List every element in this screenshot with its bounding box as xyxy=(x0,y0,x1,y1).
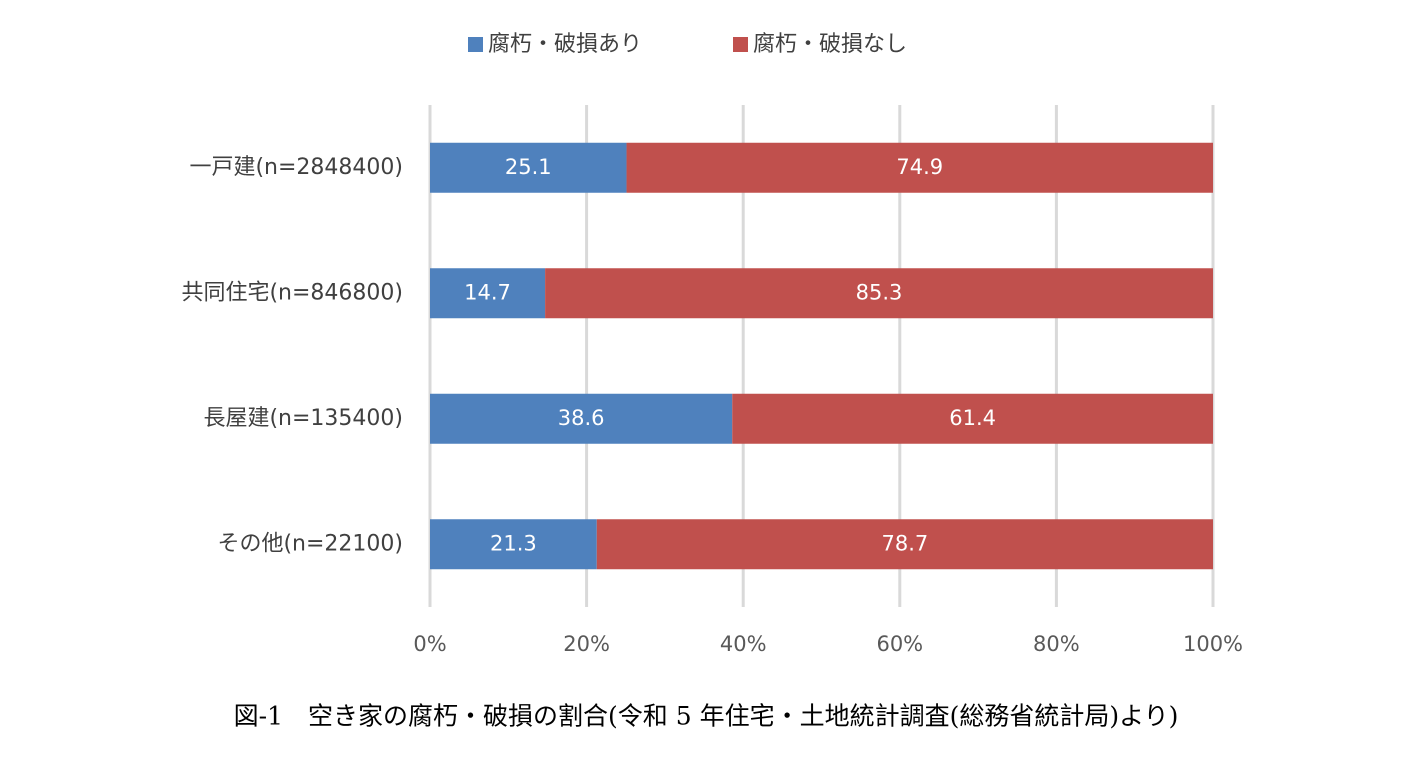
x-tick-label: 0% xyxy=(413,632,446,656)
y-tick-label: 共同住宅(n=846800) xyxy=(181,280,403,305)
x-tick-label: 20% xyxy=(563,632,610,656)
data-label: 74.9 xyxy=(896,155,943,179)
data-label: 78.7 xyxy=(882,531,929,555)
data-label: 25.1 xyxy=(505,155,552,179)
data-label: 38.6 xyxy=(558,406,605,430)
bar-segment xyxy=(430,268,546,319)
bar-segment xyxy=(545,268,1213,319)
y-tick-label: 一戸建(n=2848400) xyxy=(189,155,403,180)
bar-segment xyxy=(430,142,627,193)
data-label: 21.3 xyxy=(490,531,537,555)
legend-label: 腐朽・破損あり xyxy=(488,32,642,57)
data-label: 61.4 xyxy=(949,406,996,430)
data-label: 85.3 xyxy=(856,280,903,304)
bar-segment xyxy=(430,519,597,570)
y-tick-label: 長屋建(n=135400) xyxy=(203,406,403,431)
legend-label: 腐朽・破損なし xyxy=(753,32,907,57)
bar-segment xyxy=(596,519,1213,570)
x-tick-label: 40% xyxy=(720,632,767,656)
x-tick-label: 60% xyxy=(876,632,923,656)
legend-swatch xyxy=(468,37,483,52)
y-tick-label: その他(n=22100) xyxy=(217,531,403,556)
x-tick-label: 80% xyxy=(1033,632,1080,656)
bar-segment xyxy=(626,142,1213,193)
caption: 図-1 空き家の腐朽・破損の割合(令和 5 年住宅・土地統計調査(総務省統計局)… xyxy=(234,702,1179,731)
x-tick-label: 100% xyxy=(1183,632,1243,656)
legend-swatch xyxy=(733,37,748,52)
data-label: 14.7 xyxy=(464,280,511,304)
bar-segment xyxy=(430,393,733,444)
bar-segment xyxy=(732,393,1213,444)
